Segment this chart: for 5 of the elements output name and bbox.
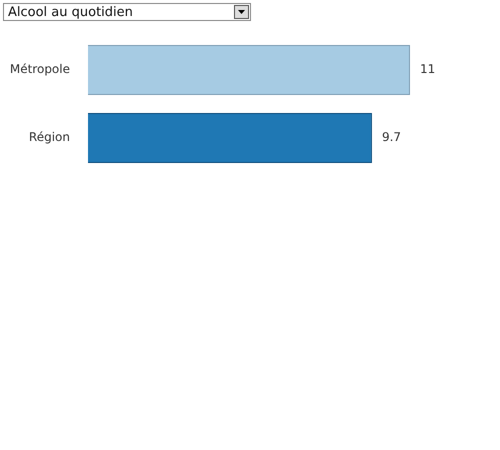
data-label: 11	[420, 62, 436, 76]
y-tick-label: Région	[28, 130, 70, 144]
chart-title: Alcool au quotidien	[8, 5, 133, 20]
y-tick-label: Métropole	[10, 62, 70, 76]
data-label: 9.7	[382, 130, 402, 144]
